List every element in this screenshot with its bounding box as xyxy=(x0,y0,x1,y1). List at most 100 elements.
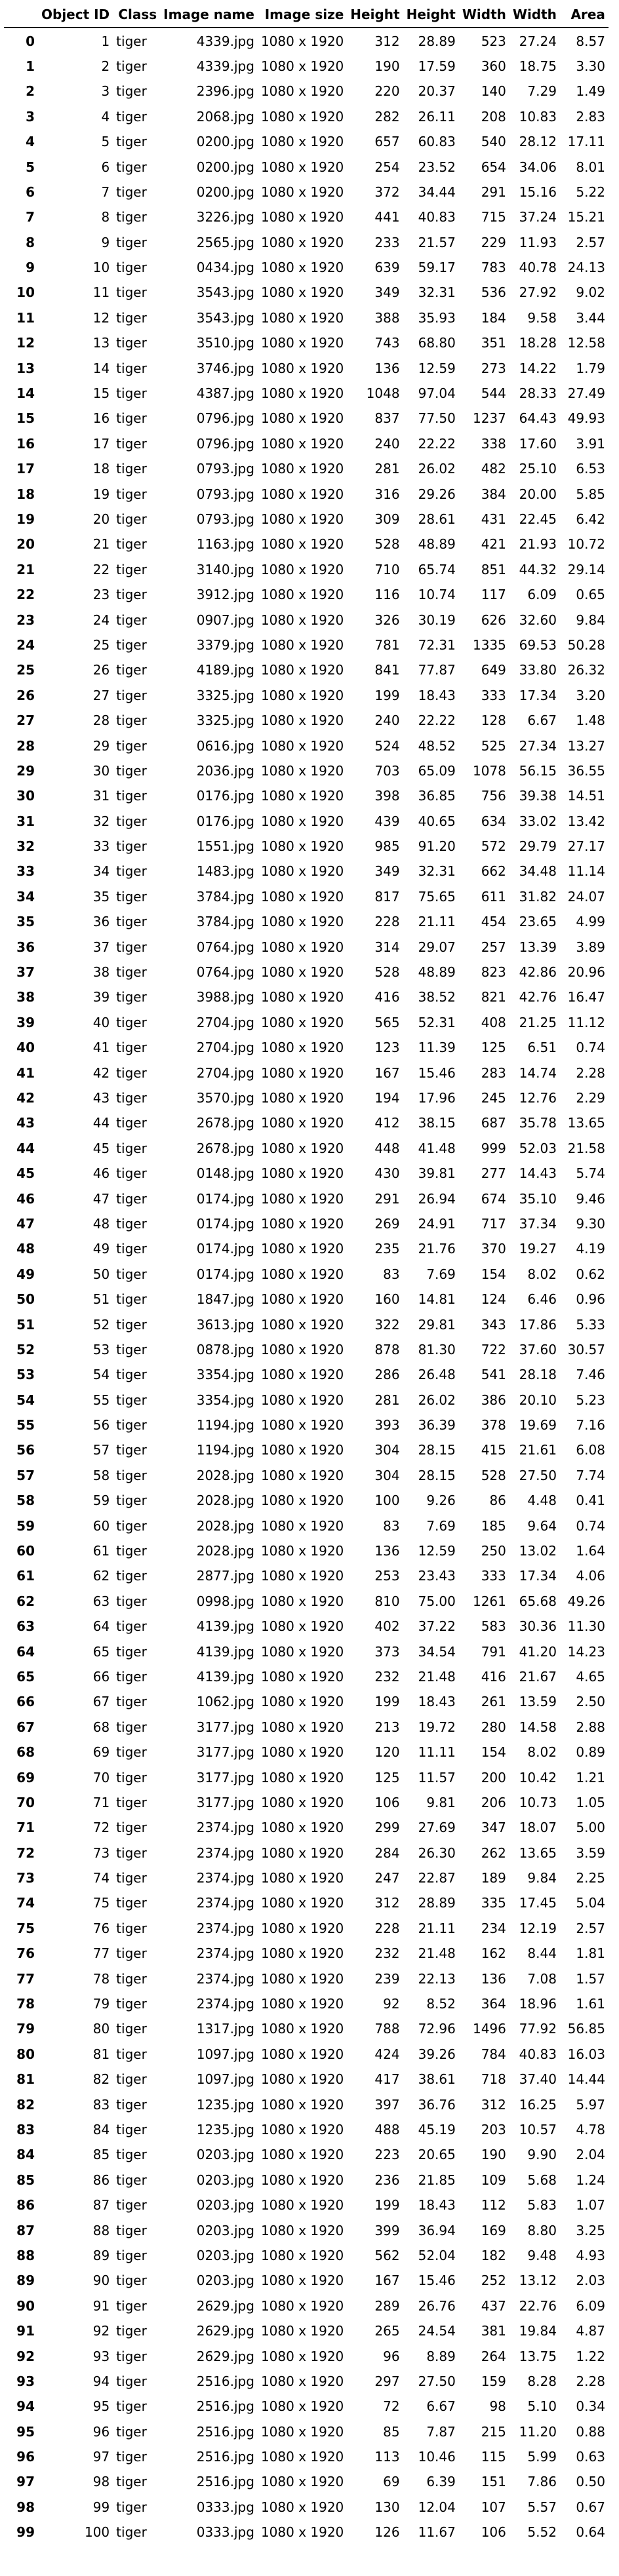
row-index: 32 xyxy=(16,838,35,855)
row-index: 2 xyxy=(26,83,35,100)
class-cell: tiger xyxy=(116,159,147,175)
width-px-cell: 370 xyxy=(481,1241,506,1257)
height-pct-cell: 8.89 xyxy=(426,2348,456,2364)
height-px-cell: 83 xyxy=(383,1266,400,1282)
object-id-cell: 87 xyxy=(92,2197,110,2214)
width-pct-cell: 65.68 xyxy=(519,1593,557,1609)
area-cell: 4.06 xyxy=(576,1568,605,1584)
width-pct-cell: 40.83 xyxy=(519,2046,557,2062)
area-cell: 8.01 xyxy=(576,159,605,175)
image-size-cell: 1080 x 1920 xyxy=(260,1895,344,1911)
object-id-cell: 73 xyxy=(92,1844,110,1861)
image-name-cell: 2704.jpg xyxy=(196,1040,254,1056)
image-name-cell: 1163.jpg xyxy=(196,536,254,553)
row-index: 65 xyxy=(16,1668,35,1685)
image-size-cell: 1080 x 1920 xyxy=(260,762,344,779)
height-px-cell: 837 xyxy=(374,410,400,427)
height-pct-cell: 36.94 xyxy=(418,2222,456,2238)
table-row: 63 64 tiger 4139.jpg 1080 x 1920 402 37.22 583 3… xyxy=(4,1614,609,1639)
height-pct-cell: 72.96 xyxy=(418,2021,456,2037)
object-id-cell: 62 xyxy=(92,1568,110,1584)
image-size-cell: 1080 x 1920 xyxy=(260,1643,344,1660)
width-px-cell: 756 xyxy=(481,788,506,804)
height-pct-cell: 6.67 xyxy=(426,2398,456,2415)
height-px-cell: 299 xyxy=(374,1820,400,1836)
row-index: 72 xyxy=(16,1844,35,1861)
height-px-cell: 199 xyxy=(374,687,400,703)
class-cell: tiger xyxy=(116,737,147,754)
width-pct-cell: 8.28 xyxy=(527,2373,557,2389)
area-cell: 13.27 xyxy=(567,737,605,754)
row-index: 18 xyxy=(16,486,35,502)
object-id-cell: 44 xyxy=(92,1115,110,1131)
width-px-cell: 125 xyxy=(481,1040,506,1056)
image-name-cell: 3510.jpg xyxy=(196,335,254,351)
class-cell: tiger xyxy=(116,1719,147,1735)
image-name-cell: 4339.jpg xyxy=(196,58,254,74)
row-index: 7 xyxy=(26,209,35,225)
object-id-cell: 63 xyxy=(92,1593,110,1609)
image-name-cell: 2374.jpg xyxy=(196,1895,254,1911)
image-size-cell: 1080 x 1920 xyxy=(260,712,344,729)
area-cell: 5.22 xyxy=(576,184,605,200)
width-px-cell: 381 xyxy=(481,2323,506,2339)
height-pct-cell: 21.48 xyxy=(418,1668,456,1685)
height-px-cell: 439 xyxy=(374,813,400,829)
width-px-cell: 1261 xyxy=(472,1593,506,1609)
area-cell: 1.61 xyxy=(576,1996,605,2012)
table-row: 35 36 tiger 3784.jpg 1080 x 1920 228 21.11 454 2… xyxy=(4,909,609,934)
object-id-cell: 71 xyxy=(92,1794,110,1810)
image-size-cell: 1080 x 1920 xyxy=(260,335,344,351)
height-px-cell: 304 xyxy=(374,1442,400,1458)
table-row: 16 17 tiger 0796.jpg 1080 x 1920 240 22.22 338 1… xyxy=(4,431,609,456)
width-pct-cell: 20.10 xyxy=(519,1392,557,1408)
height-pct-cell: 97.04 xyxy=(418,385,456,402)
height-px-cell: 69 xyxy=(383,2474,400,2490)
image-name-cell: 2374.jpg xyxy=(196,1920,254,1936)
table-row: 12 13 tiger 3510.jpg 1080 x 1920 743 68.80 351 1… xyxy=(4,330,609,355)
height-px-cell: 781 xyxy=(374,636,400,653)
row-index: 24 xyxy=(16,636,35,653)
height-px-cell: 304 xyxy=(374,1467,400,1483)
image-size-cell: 1080 x 1920 xyxy=(260,2222,344,2238)
width-pct-cell: 15.16 xyxy=(519,184,557,200)
object-id-cell: 28 xyxy=(92,712,110,729)
width-pct-cell: 12.19 xyxy=(519,1920,557,1936)
class-cell: tiger xyxy=(116,1291,147,1308)
area-cell: 11.12 xyxy=(567,1014,605,1030)
width-pct-cell: 42.86 xyxy=(519,964,557,981)
height-pct-cell: 32.31 xyxy=(418,863,456,880)
height-pct-cell: 34.54 xyxy=(418,1643,456,1660)
height-pct-cell: 15.46 xyxy=(418,1064,456,1081)
image-size-cell: 1080 x 1920 xyxy=(260,260,344,276)
height-px-cell: 349 xyxy=(374,284,400,301)
table-row: 8 9 tiger 2565.jpg 1080 x 1920 233 21.57 229 11.… xyxy=(4,230,609,255)
height-px-cell: 126 xyxy=(374,2524,400,2541)
image-name-cell: 0200.jpg xyxy=(196,134,254,150)
width-pct-cell: 17.45 xyxy=(519,1895,557,1911)
image-name-cell: 0174.jpg xyxy=(196,1266,254,1282)
area-cell: 0.63 xyxy=(576,2449,605,2465)
image-name-cell: 3543.jpg xyxy=(196,284,254,301)
height-px-cell: 247 xyxy=(374,1870,400,1886)
height-px-cell: 220 xyxy=(374,83,400,100)
width-px-cell: 626 xyxy=(481,612,506,628)
row-index: 75 xyxy=(16,1920,35,1936)
area-cell: 0.96 xyxy=(576,1291,605,1308)
height-pct-cell: 6.39 xyxy=(426,2474,456,2490)
width-px-cell: 1496 xyxy=(472,2021,506,2037)
image-name-cell: 3613.jpg xyxy=(196,1316,254,1333)
height-px-cell: 291 xyxy=(374,1190,400,1207)
class-cell: tiger xyxy=(116,1820,147,1836)
image-name-cell: 2374.jpg xyxy=(196,1945,254,1962)
object-id-cell: 94 xyxy=(92,2373,110,2389)
width-pct-cell: 13.65 xyxy=(519,1844,557,1861)
height-pct-cell: 48.89 xyxy=(418,536,456,553)
width-px-cell: 364 xyxy=(481,1996,506,2012)
area-cell: 6.09 xyxy=(576,2297,605,2314)
area-cell: 3.91 xyxy=(576,435,605,452)
image-size-cell: 1080 x 1920 xyxy=(260,561,344,577)
row-index: 57 xyxy=(16,1467,35,1483)
width-px-cell: 649 xyxy=(481,662,506,678)
area-cell: 4.65 xyxy=(576,1668,605,1685)
